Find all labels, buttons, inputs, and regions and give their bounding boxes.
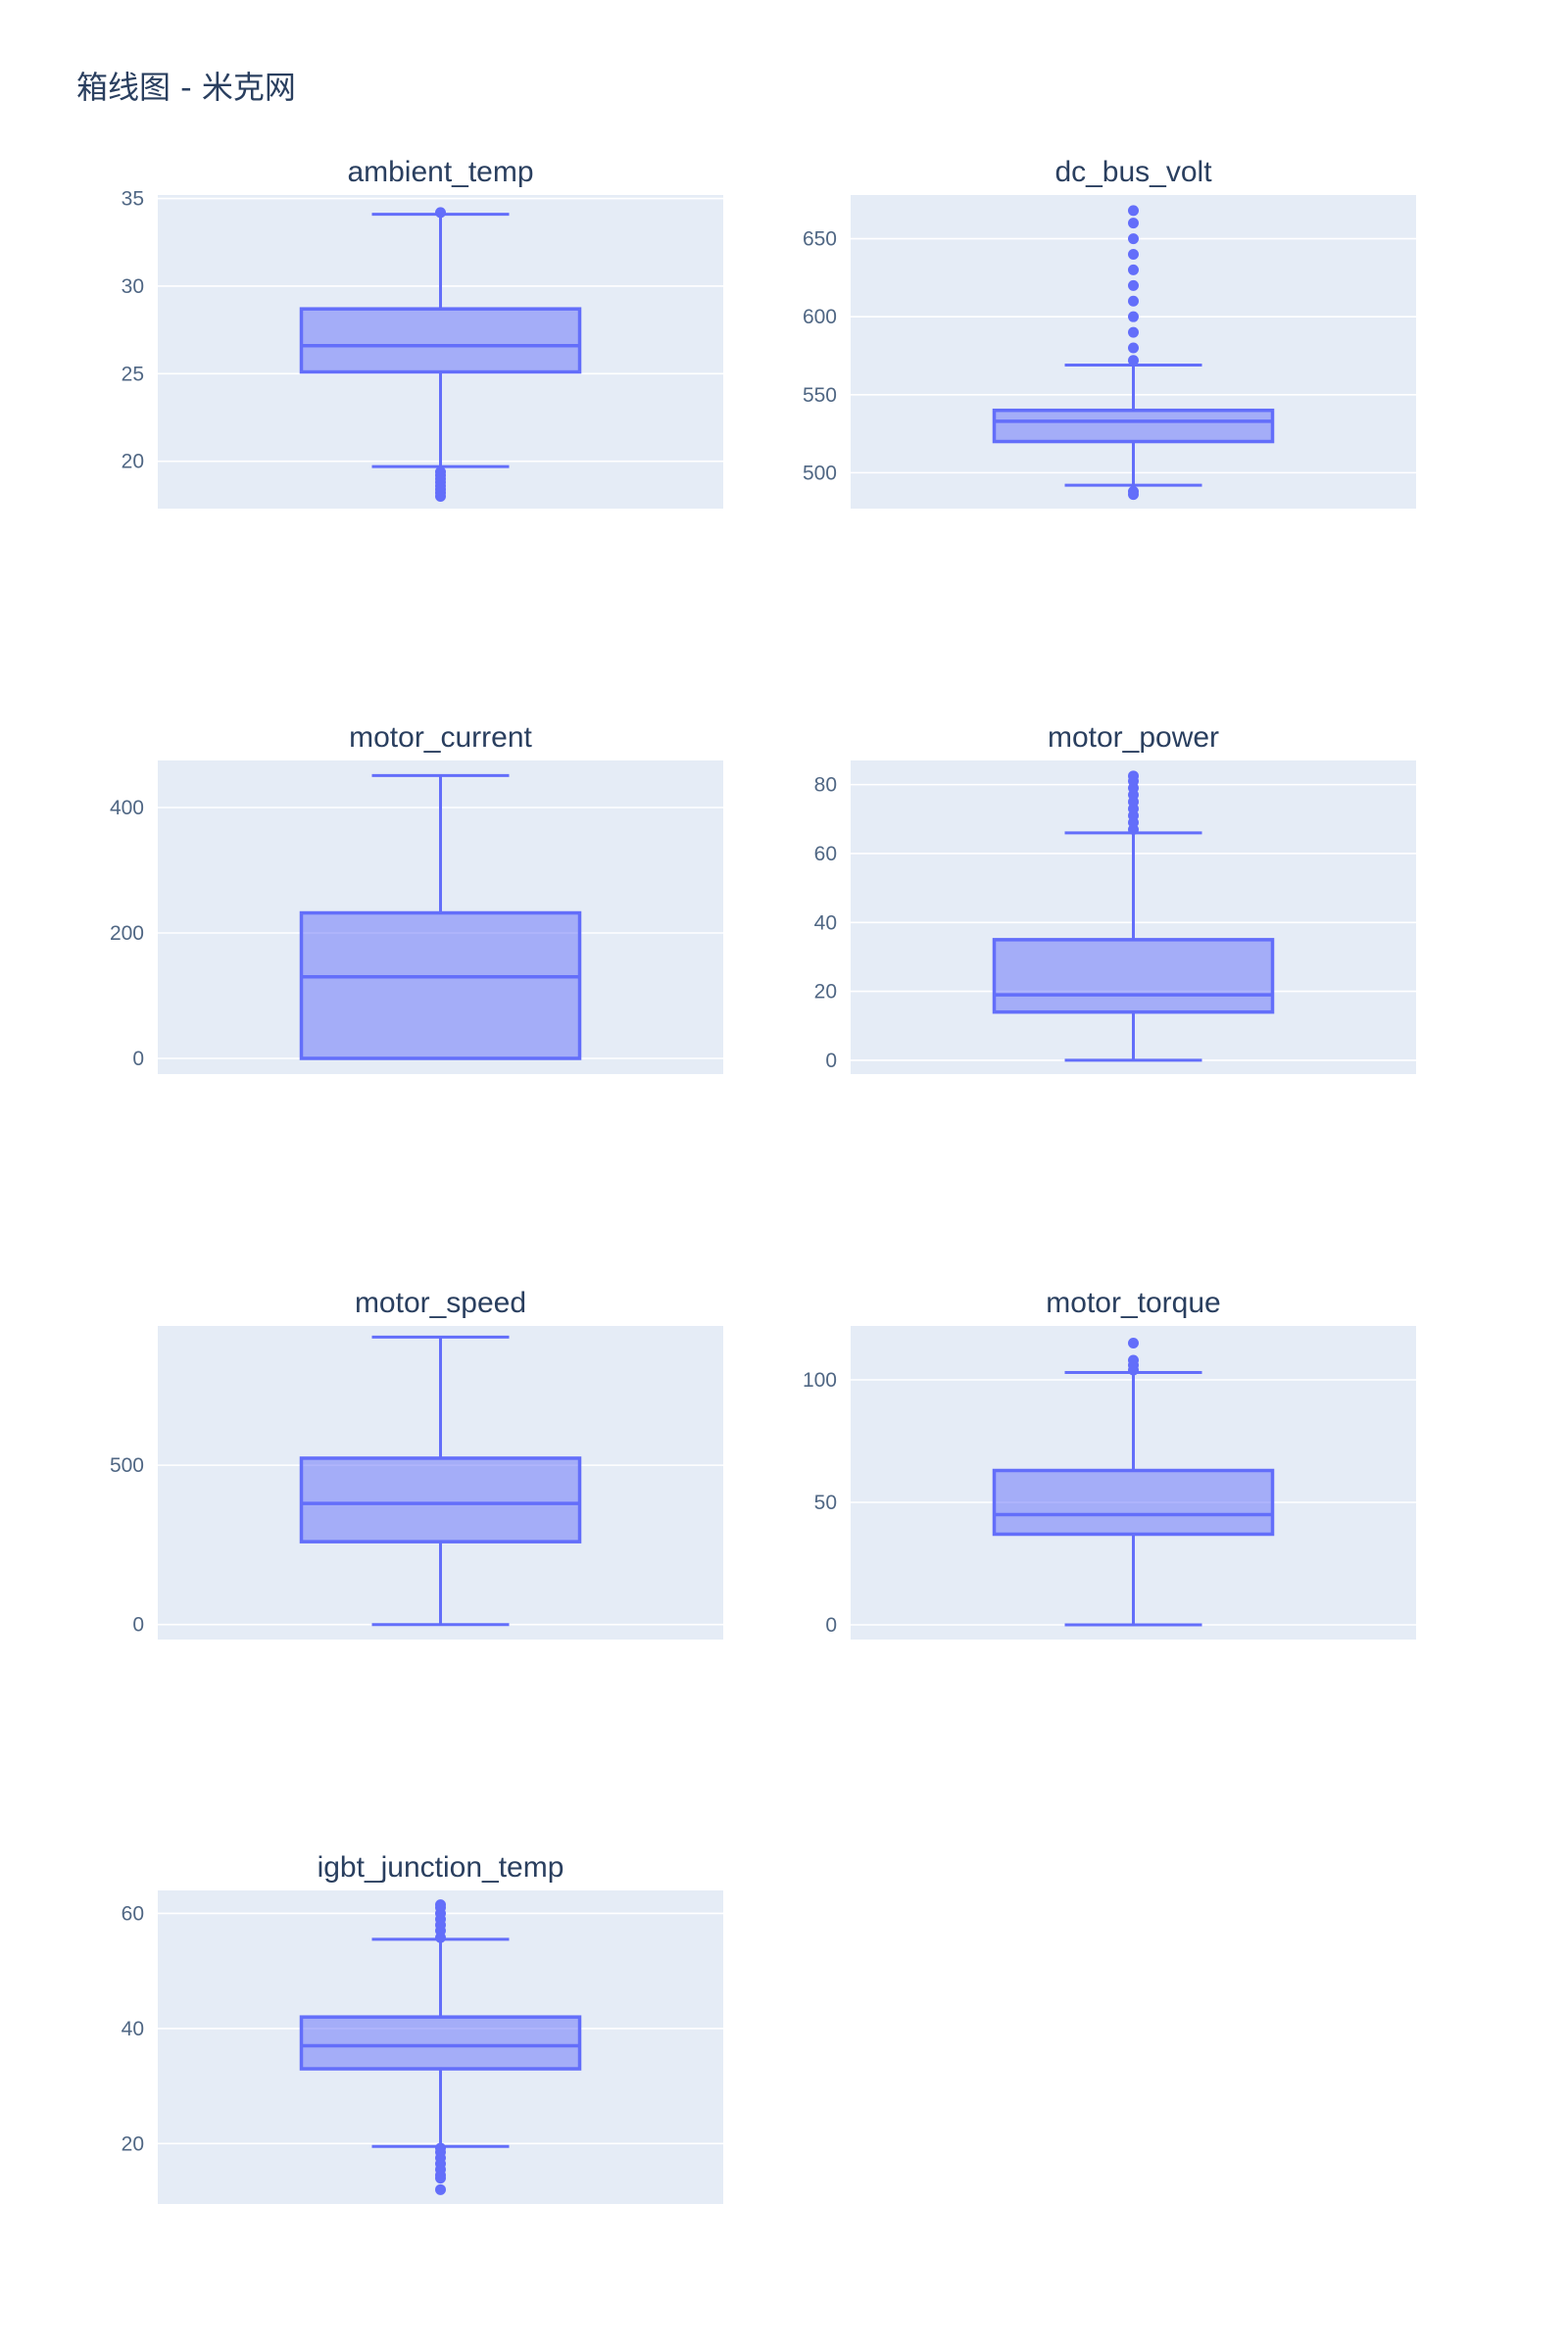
y-tick-label: 50: [814, 1492, 837, 1514]
y-tick-label: 650: [803, 228, 837, 251]
subplot-ambient_temp: 20 25 30 35 ambient_temp: [122, 156, 723, 509]
outlier-point: [1128, 248, 1139, 260]
outlier-point: [435, 490, 446, 502]
y-tick-label: 400: [110, 797, 144, 819]
y-tick-label: 20: [122, 451, 144, 473]
iqr-box: [992, 1468, 1275, 1537]
outlier-point: [1128, 218, 1139, 229]
subplot-title: igbt_junction_temp: [318, 1851, 564, 1884]
y-tick-label: 35: [122, 188, 144, 211]
page-title: 箱线图 - 米克网: [76, 69, 296, 106]
iqr-box: [299, 307, 582, 374]
subplot-motor_speed: 0 500 motor_speed: [110, 1287, 723, 1640]
y-tick-label: 0: [825, 1050, 837, 1072]
y-tick-label: 80: [814, 774, 837, 797]
outlier-point: [435, 2173, 446, 2184]
y-tick-label: 40: [122, 2018, 144, 2040]
y-tick-label: 500: [803, 462, 837, 484]
y-tick-label: 20: [122, 2132, 144, 2155]
outlier-point: [1128, 326, 1139, 338]
outlier-point: [1128, 311, 1139, 322]
outlier-point: [1128, 279, 1139, 291]
y-tick-label: 0: [825, 1614, 837, 1637]
subplot-dc_bus_volt: 500 550 600 650 dc_bus_volt: [803, 156, 1416, 509]
iqr-box: [299, 910, 582, 1060]
y-tick-label: 60: [814, 843, 837, 865]
subplot-title: dc_bus_volt: [1054, 156, 1212, 188]
subplot-igbt_junction_temp: 20 40 60 igbt_junction_temp: [122, 1851, 723, 2204]
outlier-point: [1128, 1338, 1139, 1348]
subplot-title: motor_torque: [1046, 1287, 1220, 1319]
subplot-motor_torque: 0 50 100 motor_torque: [803, 1287, 1416, 1640]
subplot-motor_power: 0 20 40 60 80 motor_power: [814, 721, 1416, 1074]
y-tick-label: 0: [132, 1048, 144, 1070]
subplot-title: motor_current: [349, 721, 532, 754]
outlier-point: [1128, 355, 1139, 367]
outlier-point: [1128, 295, 1139, 307]
outlier-point: [1128, 342, 1139, 354]
outlier-point: [1128, 205, 1139, 217]
outlier-point: [1128, 264, 1139, 275]
subplot-title: motor_power: [1048, 721, 1219, 754]
outlier-point: [1128, 233, 1139, 245]
iqr-box: [299, 1456, 582, 1544]
outlier-point: [435, 1899, 446, 1911]
y-tick-label: 40: [814, 911, 837, 934]
y-tick-label: 60: [122, 1902, 144, 1925]
y-tick-label: 550: [803, 384, 837, 407]
y-tick-label: 200: [110, 922, 144, 945]
y-tick-label: 600: [803, 306, 837, 328]
subplot-title: motor_speed: [355, 1287, 526, 1319]
y-tick-label: 100: [803, 1369, 837, 1392]
iqr-box: [992, 938, 1275, 1014]
iqr-box: [992, 408, 1275, 444]
y-tick-label: 20: [814, 981, 837, 1004]
y-tick-label: 0: [132, 1614, 144, 1637]
subplot-title: ambient_temp: [347, 156, 533, 188]
y-tick-label: 30: [122, 275, 144, 298]
y-tick-label: 25: [122, 363, 144, 385]
outlier-point: [1128, 489, 1139, 501]
outlier-point: [1128, 1354, 1139, 1366]
outlier-point: [1128, 770, 1139, 782]
outlier-point: [435, 2183, 446, 2195]
y-tick-label: 500: [110, 1454, 144, 1477]
outlier-point: [435, 207, 446, 219]
subplot-motor_current: 0 200 400 motor_current: [110, 721, 723, 1074]
iqr-box: [299, 2015, 582, 2071]
